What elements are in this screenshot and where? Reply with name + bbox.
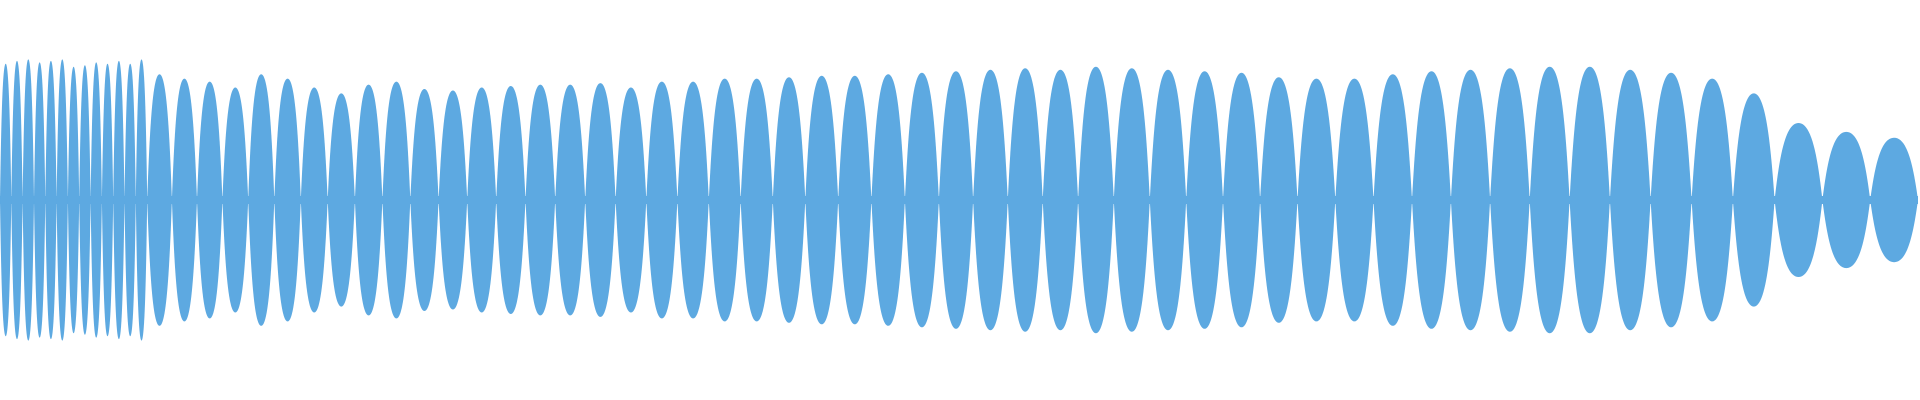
waveform-burst — [615, 87, 647, 313]
waveform-burst — [805, 75, 839, 325]
waveform-burst — [0, 63, 12, 337]
waveform-burst — [646, 81, 678, 319]
waveform-burst — [1335, 78, 1374, 322]
waveform-burst — [677, 81, 709, 319]
waveform-burst — [467, 87, 497, 313]
waveform-burst — [1609, 69, 1651, 331]
waveform-burst — [410, 89, 439, 311]
waveform-burst — [56, 59, 68, 341]
waveform-burst — [248, 74, 275, 326]
waveform-burst — [1774, 123, 1823, 277]
waveform-burst — [1042, 69, 1079, 331]
waveform-burst — [938, 71, 974, 329]
waveform-burst — [708, 78, 741, 322]
waveform-burst — [11, 60, 23, 340]
waveform-burst — [67, 66, 80, 334]
waveform-burst — [1186, 71, 1223, 329]
waveform-burst — [90, 62, 102, 338]
waveform-burst — [1297, 78, 1336, 322]
waveform-burst — [274, 78, 301, 322]
waveform-burst — [135, 59, 148, 341]
waveform-burst — [438, 90, 468, 310]
waveform-burst — [1412, 71, 1451, 329]
waveform-burst — [1223, 72, 1261, 328]
waveform-burst — [772, 77, 806, 323]
waveform-burst — [113, 60, 125, 340]
waveform-burst — [1691, 78, 1733, 322]
waveform-burst — [147, 74, 172, 326]
waveform-burst — [354, 84, 383, 316]
waveform-burst — [382, 81, 411, 319]
waveform-burst — [1529, 66, 1570, 334]
waveform-burst — [1373, 74, 1412, 326]
waveform-burst — [904, 72, 939, 328]
waveform-burst — [45, 60, 57, 340]
waveform-burst — [101, 63, 114, 337]
waveform-burst — [1650, 72, 1692, 328]
waveform-burst — [222, 87, 249, 313]
waveform-burst — [1732, 93, 1775, 307]
waveform-burst — [1569, 66, 1610, 334]
waveform-burst — [1822, 131, 1871, 269]
waveform-burst — [555, 84, 586, 316]
waveform-burst — [79, 65, 91, 335]
waveform-burst — [496, 86, 526, 314]
waveform-burst — [124, 63, 136, 337]
waveform-burst — [838, 75, 872, 325]
waveform-burst — [1149, 69, 1187, 331]
waveform-burst — [197, 81, 223, 319]
waveform-burst — [871, 74, 905, 326]
waveform-bursts — [0, 59, 1918, 341]
waveform-burst — [1260, 77, 1298, 323]
waveform-burst — [585, 83, 616, 317]
waveform-burst — [973, 69, 1008, 331]
waveform-burst — [525, 84, 556, 316]
waveform-burst — [300, 87, 328, 313]
waveform-burst — [1490, 68, 1530, 332]
waveform-burst — [22, 59, 34, 341]
waveform-burst — [34, 62, 46, 338]
waveform-burst — [327, 93, 355, 307]
waveform-burst — [171, 78, 197, 322]
waveform-burst — [1450, 69, 1491, 331]
waveform-burst — [1078, 66, 1114, 334]
waveform-burst — [1870, 137, 1918, 263]
waveform-burst — [1113, 68, 1150, 332]
waveform-burst — [740, 78, 773, 322]
waveform-burst — [1007, 68, 1043, 332]
